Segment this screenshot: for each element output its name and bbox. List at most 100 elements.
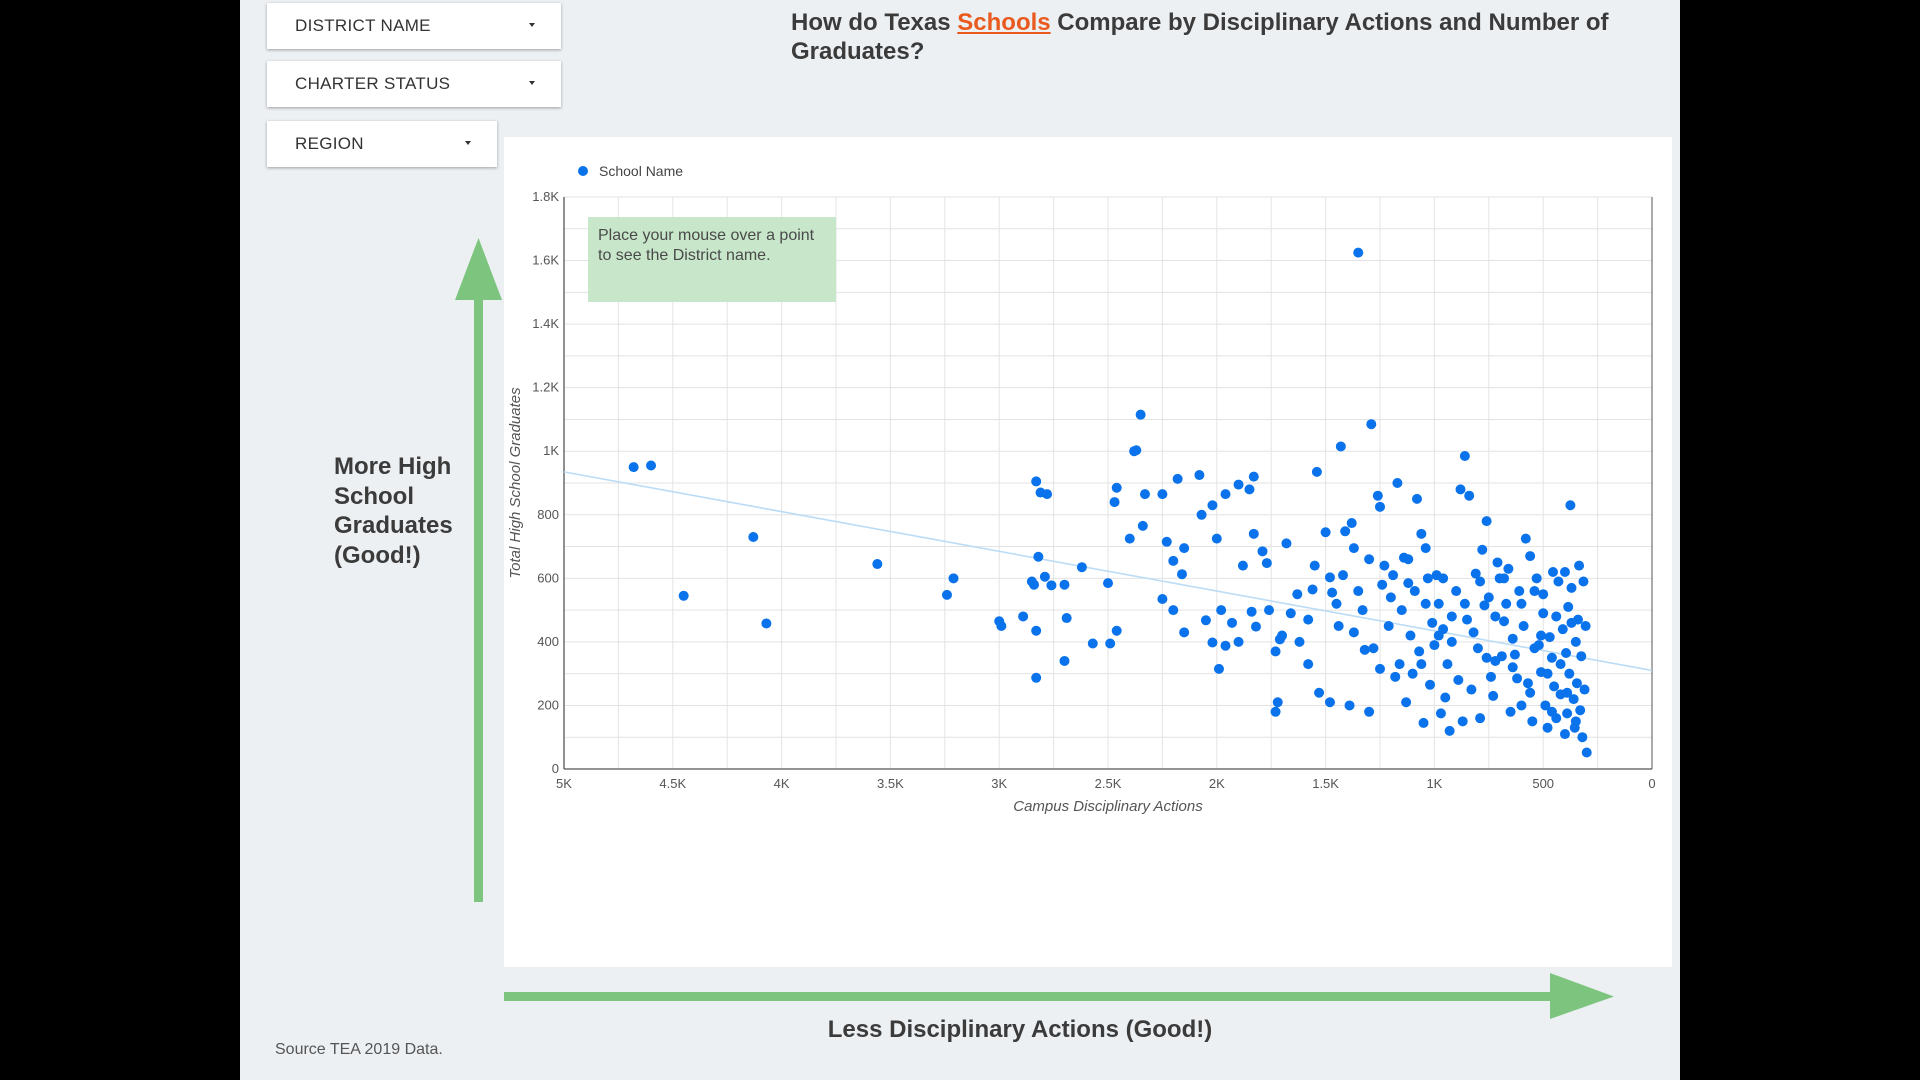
- data-point[interactable]: [1563, 601, 1574, 612]
- data-point[interactable]: [1531, 573, 1542, 584]
- data-point[interactable]: [1422, 573, 1433, 584]
- data-point[interactable]: [1331, 598, 1342, 609]
- data-point[interactable]: [1344, 700, 1355, 711]
- data-point[interactable]: [1525, 551, 1536, 562]
- data-point[interactable]: [1435, 708, 1446, 719]
- data-point[interactable]: [1168, 605, 1179, 616]
- data-point[interactable]: [1579, 684, 1590, 695]
- data-point[interactable]: [1520, 533, 1531, 544]
- data-point[interactable]: [1468, 627, 1479, 638]
- data-point[interactable]: [1481, 516, 1492, 527]
- district-name-dropdown[interactable]: DISTRICT NAME: [267, 3, 561, 49]
- data-point[interactable]: [1577, 732, 1588, 743]
- data-point[interactable]: [1348, 543, 1359, 554]
- data-point[interactable]: [1555, 659, 1566, 670]
- data-point[interactable]: [1018, 611, 1029, 622]
- data-point[interactable]: [1131, 445, 1142, 456]
- legend[interactable]: School Name: [578, 163, 683, 179]
- data-point[interactable]: [1364, 706, 1375, 717]
- data-point[interactable]: [1220, 640, 1231, 651]
- data-point[interactable]: [1270, 706, 1281, 717]
- data-point[interactable]: [1375, 501, 1385, 512]
- data-point[interactable]: [1237, 560, 1248, 571]
- data-point[interactable]: [1466, 684, 1477, 695]
- data-point[interactable]: [646, 460, 657, 471]
- data-point[interactable]: [1411, 493, 1422, 504]
- data-point[interactable]: [1087, 638, 1098, 649]
- data-point[interactable]: [1348, 627, 1359, 638]
- data-point[interactable]: [1425, 679, 1436, 690]
- data-point[interactable]: [1571, 678, 1582, 689]
- data-point[interactable]: [1453, 675, 1464, 686]
- data-point[interactable]: [1444, 725, 1455, 736]
- data-point[interactable]: [1042, 489, 1053, 500]
- data-point[interactable]: [1429, 640, 1440, 651]
- data-point[interactable]: [1324, 697, 1335, 708]
- data-point[interactable]: [996, 621, 1007, 631]
- data-point[interactable]: [761, 618, 772, 629]
- data-point[interactable]: [1390, 671, 1401, 682]
- data-point[interactable]: [1246, 606, 1257, 617]
- region-dropdown[interactable]: REGION: [267, 121, 497, 167]
- data-point[interactable]: [1542, 668, 1553, 679]
- points-layer[interactable]: [628, 247, 1592, 758]
- data-point[interactable]: [1157, 593, 1168, 604]
- data-point[interactable]: [1029, 579, 1040, 590]
- data-point[interactable]: [1542, 722, 1553, 733]
- data-point[interactable]: [1135, 409, 1146, 420]
- data-point[interactable]: [1427, 617, 1438, 628]
- data-point[interactable]: [1216, 605, 1227, 616]
- data-point[interactable]: [1446, 636, 1457, 647]
- data-point[interactable]: [1124, 533, 1135, 544]
- data-point[interactable]: [1403, 554, 1414, 565]
- data-point[interactable]: [1516, 700, 1527, 711]
- data-point[interactable]: [1549, 681, 1560, 692]
- data-point[interactable]: [1507, 662, 1518, 673]
- data-point[interactable]: [941, 589, 952, 600]
- data-point[interactable]: [1507, 633, 1518, 644]
- data-point[interactable]: [1440, 692, 1451, 703]
- data-point[interactable]: [1492, 557, 1503, 568]
- data-point[interactable]: [1564, 668, 1575, 679]
- data-point[interactable]: [1227, 617, 1238, 628]
- data-point[interactable]: [1207, 637, 1218, 648]
- data-point[interactable]: [1031, 625, 1042, 636]
- data-point[interactable]: [1562, 708, 1573, 719]
- data-point[interactable]: [1527, 716, 1538, 727]
- data-point[interactable]: [1211, 533, 1222, 544]
- data-point[interactable]: [1377, 579, 1388, 590]
- data-point[interactable]: [1401, 697, 1412, 708]
- data-point[interactable]: [1281, 538, 1292, 549]
- data-point[interactable]: [1031, 476, 1042, 487]
- data-point[interactable]: [1574, 560, 1585, 571]
- data-point[interactable]: [1438, 573, 1449, 584]
- data-point[interactable]: [1459, 450, 1470, 461]
- data-point[interactable]: [1039, 571, 1050, 582]
- data-point[interactable]: [1309, 560, 1320, 571]
- data-point[interactable]: [1277, 630, 1288, 641]
- data-point[interactable]: [1366, 419, 1377, 430]
- data-point[interactable]: [1059, 579, 1070, 590]
- data-point[interactable]: [1568, 694, 1579, 705]
- data-point[interactable]: [1270, 646, 1281, 657]
- data-point[interactable]: [1111, 482, 1122, 493]
- data-point[interactable]: [1392, 478, 1403, 488]
- charter-status-dropdown[interactable]: CHARTER STATUS: [267, 61, 561, 107]
- data-point[interactable]: [1509, 649, 1520, 660]
- data-point[interactable]: [1538, 589, 1549, 600]
- data-point[interactable]: [1570, 716, 1581, 727]
- data-point[interactable]: [1200, 615, 1211, 626]
- data-point[interactable]: [1346, 518, 1357, 529]
- data-point[interactable]: [748, 532, 759, 543]
- data-point[interactable]: [1368, 643, 1379, 654]
- data-point[interactable]: [1394, 659, 1405, 670]
- data-point[interactable]: [1303, 614, 1314, 625]
- data-point[interactable]: [1442, 659, 1453, 670]
- data-point[interactable]: [1157, 489, 1168, 500]
- data-point[interactable]: [1250, 621, 1261, 632]
- schools-link[interactable]: Schools: [957, 9, 1051, 36]
- data-point[interactable]: [1272, 697, 1283, 708]
- data-point[interactable]: [1551, 611, 1562, 622]
- data-point[interactable]: [1481, 652, 1492, 663]
- data-point[interactable]: [1327, 587, 1338, 598]
